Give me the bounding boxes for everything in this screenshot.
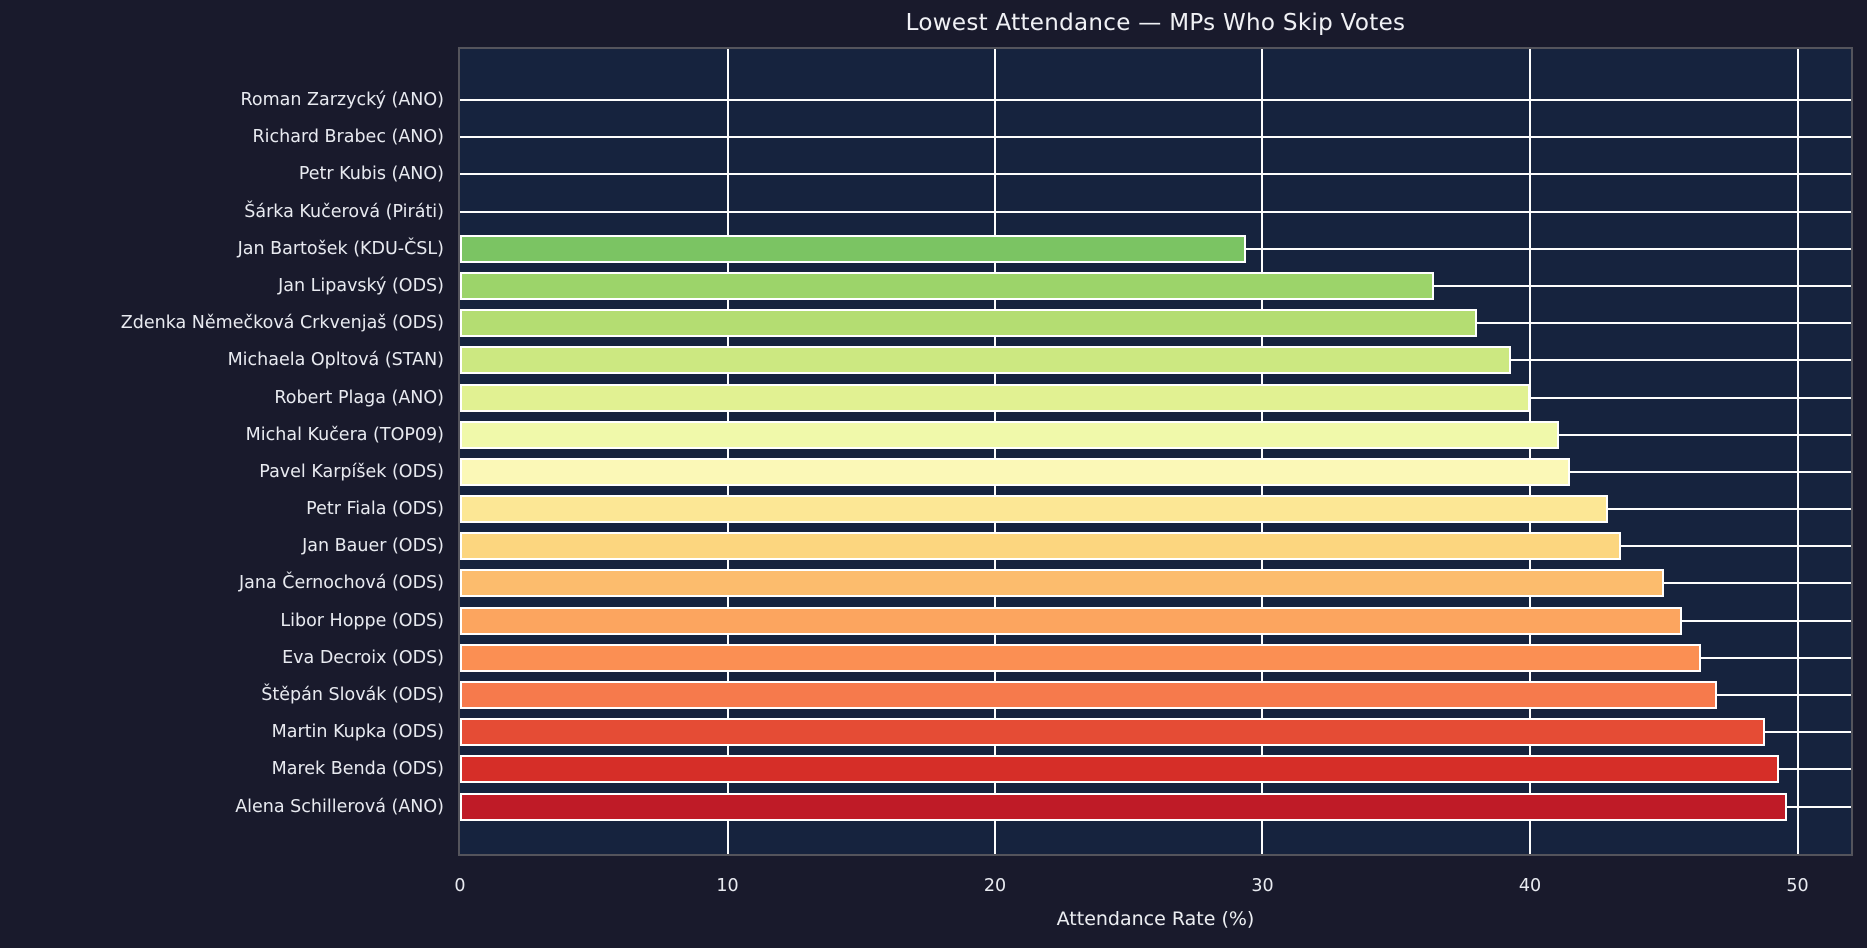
bar [460, 346, 1512, 375]
x-gridline [727, 49, 729, 854]
bar [460, 457, 1571, 486]
y-tick-label: Pavel Karpíšek (ODS) [259, 461, 444, 482]
x-axis-title: Attendance Rate (%) [1056, 908, 1255, 930]
x-tick-label: 10 [716, 876, 739, 896]
y-tick-label: Eva Decroix (ODS) [282, 647, 444, 668]
x-tick-label: 40 [1518, 876, 1542, 896]
x-tick-label: 20 [983, 876, 1007, 896]
x-gridline [1261, 49, 1263, 854]
y-tick-label: Michal Kučera (TOP09) [245, 424, 444, 445]
y-tick-label: Štěpán Slovák (ODS) [261, 685, 444, 706]
y-tick-label: Jan Bauer (ODS) [302, 536, 444, 557]
y-tick-label: Marek Benda (ODS) [271, 759, 444, 780]
y-tick-label: Robert Plaga (ANO) [274, 387, 444, 408]
bar [460, 495, 1608, 524]
y-tick-label: Martin Kupka (ODS) [271, 722, 444, 743]
bar [460, 643, 1702, 672]
y-gridline [460, 136, 1851, 139]
y-tick-label: Jan Lipavský (ODS) [278, 275, 444, 296]
y-tick-label: Jan Bartošek (KDU-ČSL) [237, 238, 444, 259]
bar [460, 234, 1247, 263]
y-tick-label: Jana Černochová (ODS) [238, 573, 444, 594]
bar [460, 309, 1477, 338]
y-tick-label: Michaela Opltová (STAN) [227, 350, 444, 371]
y-tick-label: Petr Kubis (ANO) [298, 164, 444, 185]
y-tick-label: Zdenka Němečková Crkvenjaš (ODS) [120, 313, 444, 334]
y-gridline [460, 173, 1851, 176]
y-tick-label: Roman Zarzycký (ANO) [240, 90, 445, 110]
y-tick-label: Šárka Kučerová (Piráti) [244, 201, 444, 222]
bar [460, 755, 1779, 784]
bar [460, 681, 1718, 710]
plot-area [458, 47, 1853, 856]
bar [460, 383, 1530, 412]
y-tick-label: Richard Brabec (ANO) [252, 127, 445, 148]
chart-title: Lowest Attendance — MPs Who Skip Votes [905, 10, 1406, 36]
y-tick-label: Alena Schillerová (ANO) [235, 796, 444, 817]
y-tick-label: Petr Fiala (ODS) [306, 499, 444, 520]
y-gridline [460, 210, 1851, 213]
bar [460, 569, 1664, 598]
bar [460, 271, 1434, 300]
bar [460, 420, 1560, 449]
bar [460, 606, 1683, 635]
y-tick-label: Libor Hoppe (ODS) [280, 610, 444, 631]
bar [460, 718, 1766, 747]
bar [460, 792, 1787, 821]
x-gridline [1797, 49, 1799, 854]
x-gridline [994, 49, 996, 854]
x-tick-label: 0 [454, 876, 466, 896]
bar [460, 532, 1621, 561]
y-gridline [460, 99, 1851, 101]
x-tick-label: 30 [1251, 876, 1274, 896]
x-tick-label: 50 [1786, 876, 1809, 896]
x-gridline [1529, 49, 1531, 854]
